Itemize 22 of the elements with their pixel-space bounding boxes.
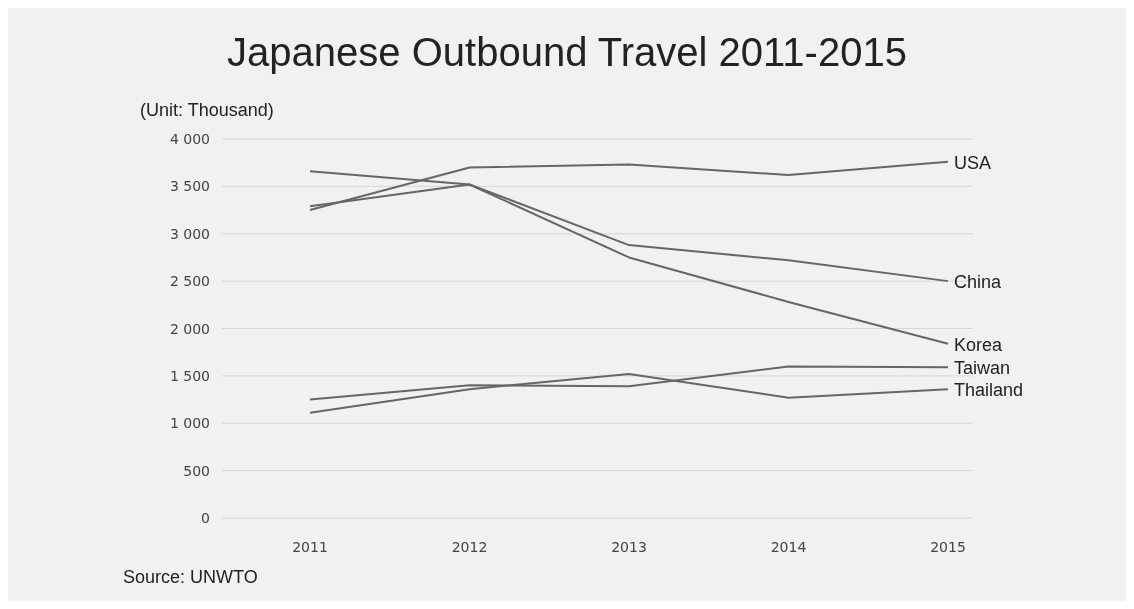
series-label: Thailand [954, 380, 1024, 401]
y-tick-label: 3 500 [169, 178, 210, 195]
y-tick-label: 1 000 [169, 415, 210, 432]
y-tick-label: 4 000 [169, 131, 210, 147]
series-label: China [954, 272, 1003, 293]
x-tick-label: 2014 [770, 539, 807, 555]
series-label: Korea [954, 334, 1004, 355]
y-tick-label: 2 000 [169, 320, 210, 337]
y-tick-label: 2 500 [169, 273, 210, 290]
x-tick-label: 2013 [611, 539, 647, 555]
x-tick-label: 2011 [292, 539, 328, 555]
x-tick-label: 2012 [451, 539, 488, 555]
y-tick-label: 500 [183, 462, 210, 479]
y-tick-label: 0 [201, 510, 210, 526]
chart-title: Japanese Outbound Travel 2011-2015 [227, 30, 907, 74]
y-tick-label: 3 000 [169, 225, 210, 242]
y-axis-title: (Unit: Thousand) [140, 100, 274, 120]
source-note: Source: UNWTO [123, 567, 258, 587]
series-label: USA [954, 152, 992, 173]
y-tick-label: 1 500 [169, 367, 210, 384]
x-tick-label: 2015 [930, 539, 966, 555]
series-label: Taiwan [954, 358, 1011, 379]
